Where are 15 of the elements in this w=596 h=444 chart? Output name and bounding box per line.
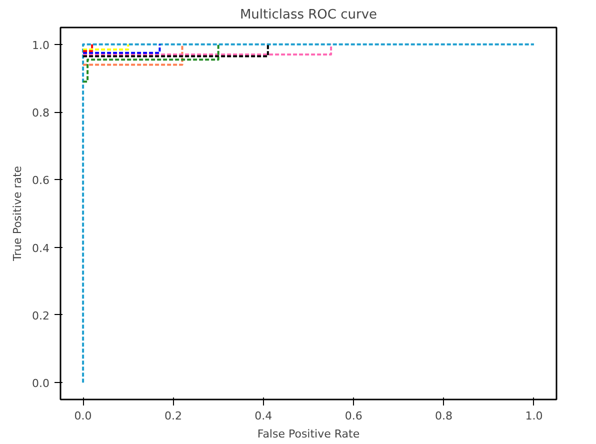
x-tick-label: 0.4 [254, 410, 272, 422]
y-tick-label: 0.2 [32, 309, 50, 322]
x-tick-label: 0.6 [344, 410, 362, 422]
y-tick-label: 0.0 [32, 377, 50, 390]
y-tick-label: 0.6 [32, 174, 50, 188]
y-axis-title: True Positive rate [11, 166, 24, 262]
x-tick-label: 0.8 [435, 410, 453, 422]
x-tick-label: 0.2 [164, 410, 182, 422]
x-axis-title: False Positive Rate [257, 428, 360, 440]
x-tick-label: 0.0 [74, 410, 92, 422]
x-tick-label: 1.0 [525, 410, 543, 422]
y-tick-label: 0.4 [32, 242, 50, 255]
chart-title: Multiclass ROC curve [240, 8, 378, 22]
y-tick-label: 1.0 [32, 38, 50, 52]
y-tick-label: 0.8 [32, 106, 50, 120]
